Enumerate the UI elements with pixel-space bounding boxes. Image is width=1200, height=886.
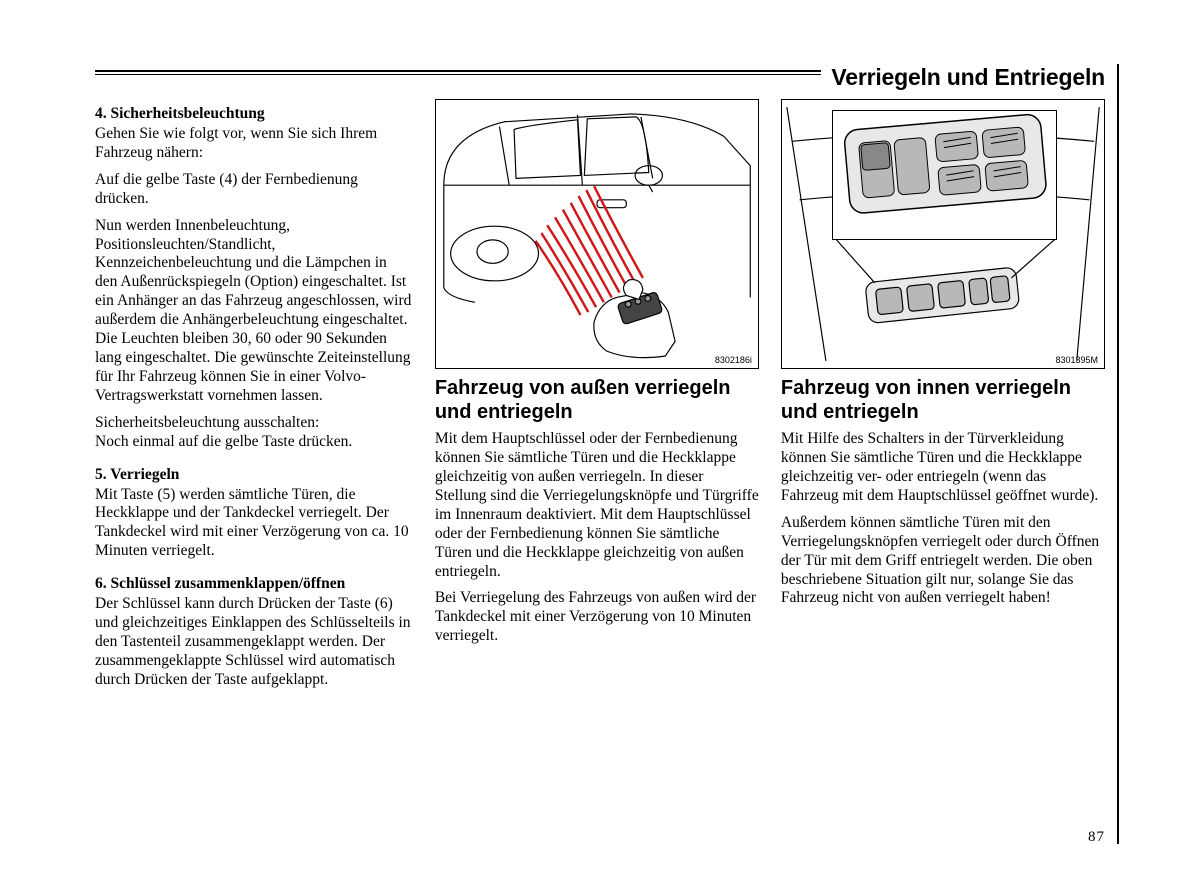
paragraph: Noch einmal auf die gelbe Taste drücken. (95, 433, 413, 452)
paragraph: Mit Hilfe des Schalters in der Türverkle… (781, 430, 1105, 506)
figure-door-panel: 8301395M (781, 99, 1105, 369)
paragraph: Mit dem Hauptschlüssel oder der Fernbedi… (435, 430, 759, 581)
subhead-safety-lighting: 4. Sicherheitsbeleuchtung (95, 105, 413, 123)
switch-panel-svg (833, 111, 1056, 239)
section-title-outside: Fahrzeug von außen verriegeln und entrie… (435, 377, 759, 424)
header-rule: Verriegeln und Entriegeln (95, 70, 1105, 75)
paragraph: Bei Verriegelung des Fahrzeugs von außen… (435, 589, 759, 646)
paragraph: Sicherheitsbeleuchtung ausschalten: (95, 414, 413, 433)
figure-caption: 8301395M (1055, 355, 1098, 365)
section-title-inside: Fahrzeug von innen verriegeln und entrie… (781, 377, 1105, 424)
paragraph: Der Schlüssel kann durch Drücken der Tas… (95, 595, 413, 690)
car-remote-illustration (436, 100, 758, 368)
column-right: 8301395M Fahrzeug von innen verriegeln u… (781, 99, 1105, 698)
switch-panel-detail (832, 110, 1057, 240)
content-columns: 4. Sicherheitsbeleuchtung Gehen Sie wie … (95, 99, 1105, 698)
figure-caption: 8302186i (715, 355, 752, 365)
subhead-key-fold: 6. Schlüssel zusammenklappen/öffnen (95, 575, 413, 593)
page-title: Verriegeln und Entriegeln (821, 64, 1105, 91)
subhead-lock: 5. Verriegeln (95, 466, 413, 484)
manual-page: Verriegeln und Entriegeln 4. Sicherheits… (0, 0, 1200, 886)
paragraph: Gehen Sie wie folgt vor, wenn Sie sich I… (95, 125, 413, 163)
paragraph: Auf die gelbe Taste (4) der Fernbedienun… (95, 171, 413, 209)
paragraph: Mit Taste (5) werden sämtliche Türen, di… (95, 486, 413, 562)
paragraph: Außerdem können sämtliche Türen mit den … (781, 514, 1105, 609)
column-middle: 8302186i Fahrzeug von außen verriegeln u… (435, 99, 759, 698)
column-left: 4. Sicherheitsbeleuchtung Gehen Sie wie … (95, 99, 413, 698)
paragraph: Nun werden Innenbeleuchtung, Positionsle… (95, 217, 413, 406)
figure-remote-car: 8302186i (435, 99, 759, 369)
page-number: 87 (1088, 829, 1105, 846)
